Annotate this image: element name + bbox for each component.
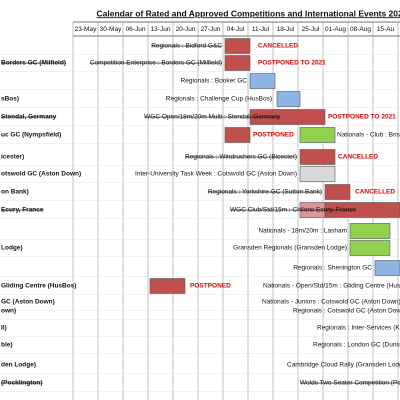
row-label: Lodge) — [1, 245, 23, 252]
event-bar — [224, 127, 251, 143]
event-status: POSTPONED — [190, 283, 231, 290]
row-label: ll) — [1, 325, 7, 332]
row-label: Gliding Centre (HusBos) — [1, 283, 76, 290]
row-label: Borders GC (Milfield) — [1, 60, 66, 67]
event-bar — [299, 166, 336, 182]
week-header: 04-Jul — [227, 26, 245, 33]
event-name: Regionals : Bidford G&C — [151, 43, 222, 50]
event-bar — [224, 38, 251, 54]
week-header: 23-May — [75, 26, 97, 33]
row-label: sBos) — [1, 96, 19, 103]
row-label: on Bank) — [1, 189, 29, 196]
event-bar — [299, 149, 336, 165]
event-bar — [374, 260, 400, 276]
event-name: Regionals : Shenington GC — [293, 265, 372, 272]
week-header: 25-Jul — [302, 26, 320, 33]
week-header: 01-Aug — [325, 26, 346, 33]
row-label: Ecury, France — [1, 207, 44, 214]
event-status: CANCELLED — [258, 43, 298, 50]
event-status: POSTPONED TO 2021 — [258, 60, 326, 67]
week-header: 18-Jul — [277, 26, 295, 33]
event-name: Gransden Regionals (Gransden Lodge) — [233, 245, 347, 252]
event-bar — [349, 223, 391, 239]
event-name: Cambridge Cloud Rally (Gransden Lodge) — [287, 362, 400, 369]
event-status: POSTPONED TO 2021 — [328, 114, 396, 121]
event-status: POSTPONED — [253, 132, 294, 139]
event-name: Nationals - Juniors : Cotswold GC (Aston… — [262, 299, 400, 306]
event-name: Regionals : Yorkshire GC (Sutton Bank) — [208, 189, 322, 196]
event-status: CANCELLED — [355, 189, 395, 196]
event-name: Regionals : Booker GC — [181, 78, 248, 85]
event-bar — [349, 240, 391, 256]
week-header: 06-Jun — [126, 26, 146, 33]
event-name: Regionals : Windrushers GC (Bicester) — [185, 154, 297, 161]
week-header: 13-Jun — [151, 26, 171, 33]
event-name: WGC Open/18m/20m Multi : Stendal, German… — [144, 114, 281, 121]
week-header: 30-May — [100, 26, 122, 33]
event-bar — [299, 127, 336, 143]
row-label: den Lodge) — [1, 362, 36, 369]
event-bar — [276, 91, 301, 107]
row-label: otswold GC (Aston Down) — [1, 171, 81, 178]
event-bar — [324, 184, 351, 200]
event-name: Regionals : Challenge Cup (HusBos) — [166, 96, 272, 103]
title: Calendar of Rated and Approved Competiti… — [97, 8, 400, 18]
row-label: GC (Aston Down) — [1, 299, 55, 306]
event-name: Nationals - Open/Std/15m : Gliding Centr… — [263, 283, 400, 290]
row-label: ble) — [1, 342, 13, 349]
row-label: own) — [1, 308, 16, 315]
event-name: Wolds Two Seater Competition (Pocklingto… — [300, 380, 400, 387]
event-bar — [149, 278, 186, 294]
row-label: (Pocklington) — [1, 380, 43, 387]
week-header: 11-Jul — [252, 26, 270, 33]
event-name: Regionals : Cotswold GC (Aston Down) — [293, 308, 400, 315]
event-name: Inter-University Task Week : Cotswold GC… — [135, 171, 297, 178]
event-bar — [249, 73, 276, 89]
event-bar — [249, 109, 326, 125]
event-name: Regionals : London GC (Dunstabl — [313, 342, 400, 349]
row-label: icester) — [1, 154, 24, 161]
event-status: CANCELLED — [338, 154, 378, 161]
event-name: Regionals : Inter-Services (Keev — [317, 325, 400, 332]
event-bar — [324, 202, 400, 218]
event-name: Competition Enterprise : Borders GC (Mil… — [90, 60, 222, 67]
week-header: 27-Jun — [201, 26, 221, 33]
week-header: 08-Aug — [350, 26, 371, 33]
event-name: Nationals - 18m/20m : Lasham — [258, 228, 347, 235]
row-label: Stendal, Germany — [1, 114, 57, 121]
week-header: 15-Au — [377, 26, 395, 33]
event-name: WGC Club/Std/15m : Chilons Ecury, France — [230, 207, 356, 214]
week-header: 20-Jun — [176, 26, 196, 33]
row-label: uc GC (Nympsfield) — [1, 132, 61, 139]
event-name: Nationals - Club : Bristol — [337, 132, 400, 139]
event-bar — [224, 55, 251, 71]
